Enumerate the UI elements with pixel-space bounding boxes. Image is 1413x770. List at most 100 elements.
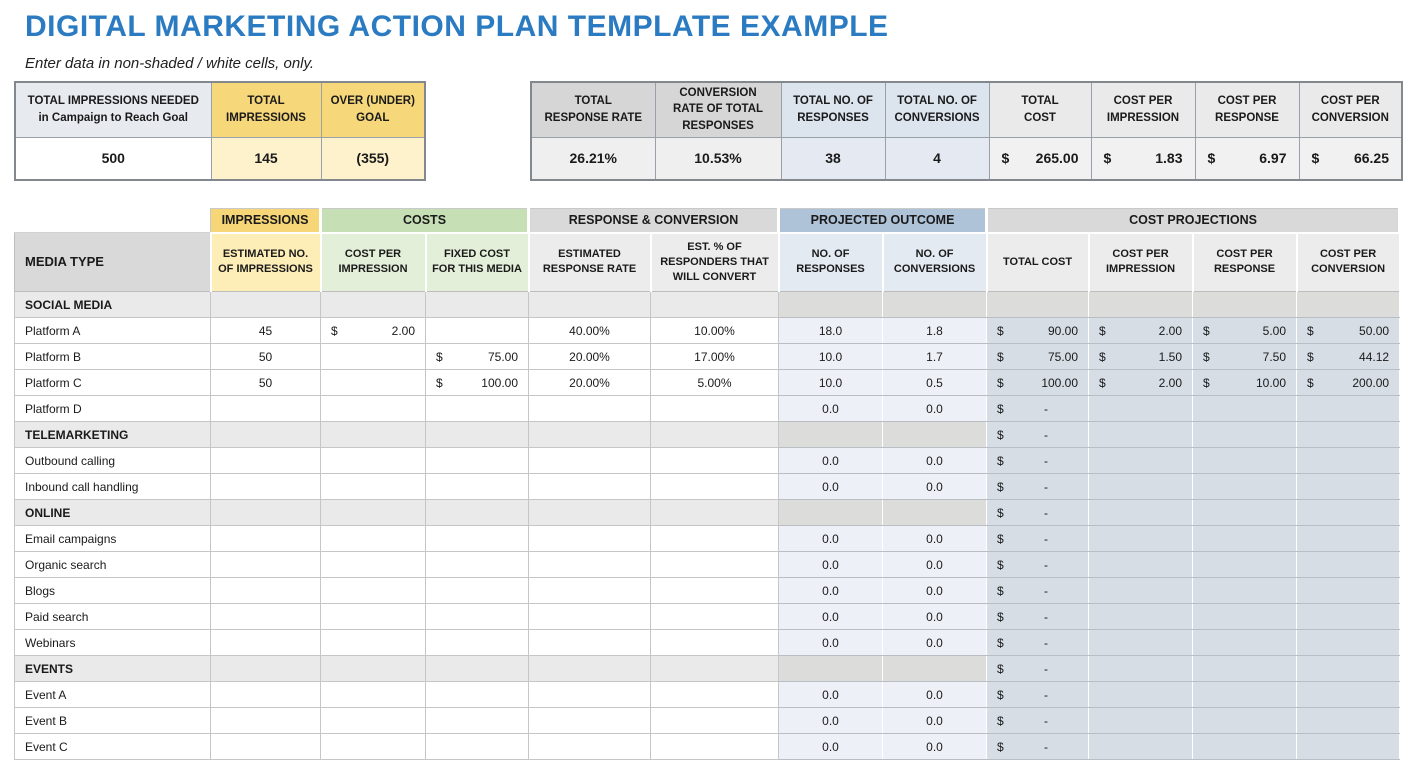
cell-fixed-cost[interactable] — [425, 629, 529, 656]
cell-est-convert-pct — [649, 291, 780, 318]
cell-est-convert-pct[interactable]: 5.00% — [649, 369, 780, 396]
cell-fixed-cost[interactable] — [425, 395, 529, 422]
cell-est-convert-pct[interactable] — [649, 681, 780, 708]
media-row: Paid search 0.0 0.0 $ - — [14, 603, 1401, 630]
cell-cost-per-impression[interactable] — [320, 733, 426, 760]
cell-est-convert-pct[interactable] — [649, 551, 780, 578]
cell-est-impressions[interactable] — [210, 629, 321, 656]
media-label[interactable]: Paid search — [14, 603, 211, 630]
media-label[interactable]: Outbound calling — [14, 447, 211, 474]
cell-est-response-rate[interactable]: 40.00% — [528, 317, 651, 344]
cell-fixed-cost[interactable] — [425, 473, 529, 500]
currency-symbol: $ — [997, 661, 1004, 676]
cell-proj-cost-per-conversion — [1296, 525, 1401, 552]
cell-est-impressions[interactable] — [210, 551, 321, 578]
cell-cost-per-impression[interactable] — [320, 603, 426, 630]
cell-est-impressions[interactable] — [210, 603, 321, 630]
cell-est-response-rate[interactable]: 20.00% — [528, 343, 651, 370]
column-header-cost-per-impression: COST PER IMPRESSION — [320, 232, 427, 292]
currency-symbol: $ — [1099, 375, 1106, 390]
cell-cost-per-impression[interactable] — [320, 551, 426, 578]
cell-est-impressions[interactable] — [210, 447, 321, 474]
cell-est-response-rate[interactable] — [528, 681, 651, 708]
results-summary-table: TOTAL RESPONSE RATE CONVERSION RATE OF T… — [530, 81, 1403, 181]
media-label[interactable]: Event C — [14, 733, 211, 760]
cell-cost-per-impression[interactable] — [320, 681, 426, 708]
cell-fixed-cost[interactable] — [425, 603, 529, 630]
cell-est-response-rate[interactable] — [528, 577, 651, 604]
cell-est-impressions[interactable]: 50 — [210, 343, 321, 370]
cell-est-response-rate[interactable] — [528, 525, 651, 552]
cell-fixed-cost[interactable]: $75.00 — [425, 343, 529, 370]
cell-cost-per-impression[interactable] — [320, 447, 426, 474]
cell-est-impressions[interactable] — [210, 681, 321, 708]
cell-est-convert-pct[interactable] — [649, 629, 780, 656]
results-header-cost-per-conversion: COST PER CONVERSION — [1298, 81, 1403, 138]
cell-cost-per-impression[interactable] — [320, 525, 426, 552]
cell-cost-per-impression[interactable] — [320, 629, 426, 656]
cell-est-convert-pct[interactable] — [649, 447, 780, 474]
results-header-conversion-rate: CONVERSION RATE OF TOTAL RESPONSES — [654, 81, 782, 138]
cell-fixed-cost[interactable] — [425, 733, 529, 760]
cell-est-impressions[interactable] — [210, 707, 321, 734]
cell-cost-per-impression[interactable] — [320, 577, 426, 604]
cell-est-response-rate[interactable] — [528, 629, 651, 656]
media-label[interactable]: Inbound call handling — [14, 473, 211, 500]
cell-est-response-rate[interactable] — [528, 733, 651, 760]
cell-cost-per-impression[interactable] — [320, 473, 426, 500]
cell-est-response-rate[interactable] — [528, 395, 651, 422]
cell-fixed-cost[interactable] — [425, 707, 529, 734]
cell-est-response-rate[interactable]: 20.00% — [528, 369, 651, 396]
cell-proj-cost-per-impression — [1088, 447, 1194, 474]
cell-est-convert-pct[interactable] — [649, 577, 780, 604]
cell-total-cost: $ - — [986, 473, 1090, 500]
media-label[interactable]: Email campaigns — [14, 525, 211, 552]
cell-fixed-cost[interactable] — [425, 577, 529, 604]
cell-fixed-cost[interactable]: $100.00 — [425, 369, 529, 396]
media-label[interactable]: Platform C — [14, 369, 211, 396]
cell-est-convert-pct[interactable] — [649, 733, 780, 760]
cell-est-convert-pct[interactable] — [649, 473, 780, 500]
cell-est-impressions[interactable]: 45 — [210, 317, 321, 344]
cell-est-convert-pct[interactable] — [649, 707, 780, 734]
cell-est-response-rate[interactable] — [528, 707, 651, 734]
cell-fixed-cost[interactable] — [425, 317, 529, 344]
cell-fixed-cost[interactable] — [425, 551, 529, 578]
cell-est-convert-pct[interactable] — [649, 603, 780, 630]
cell-cost-per-impression[interactable] — [320, 343, 426, 370]
cell-est-convert-pct[interactable] — [649, 395, 780, 422]
goal-value-impressions-needed[interactable]: 500 — [14, 136, 212, 181]
media-label[interactable]: Webinars — [14, 629, 211, 656]
media-label[interactable]: Organic search — [14, 551, 211, 578]
media-label[interactable]: Event A — [14, 681, 211, 708]
cell-est-impressions[interactable] — [210, 473, 321, 500]
cell-cost-per-impression[interactable] — [320, 369, 426, 396]
media-label[interactable]: Platform D — [14, 395, 211, 422]
cell-est-impressions[interactable] — [210, 525, 321, 552]
cell-est-impressions[interactable] — [210, 395, 321, 422]
cell-fixed-cost[interactable] — [425, 525, 529, 552]
cell-fixed-cost[interactable] — [425, 681, 529, 708]
cell-cost-per-impression[interactable]: $2.00 — [320, 317, 426, 344]
cell-est-response-rate[interactable] — [528, 473, 651, 500]
media-label[interactable]: Platform A — [14, 317, 211, 344]
media-label[interactable]: Blogs — [14, 577, 211, 604]
cell-est-response-rate[interactable] — [528, 551, 651, 578]
currency-symbol: $ — [997, 531, 1004, 546]
media-label[interactable]: Platform B — [14, 343, 211, 370]
cell-est-convert-pct[interactable]: 17.00% — [649, 343, 780, 370]
cell-cost-per-impression[interactable] — [320, 395, 426, 422]
cell-est-response-rate[interactable] — [528, 603, 651, 630]
cell-est-response-rate — [528, 421, 651, 448]
cell-est-impressions[interactable] — [210, 577, 321, 604]
cell-est-convert-pct[interactable]: 10.00% — [649, 317, 780, 344]
cell-est-convert-pct[interactable] — [649, 525, 780, 552]
cell-est-impressions[interactable] — [210, 733, 321, 760]
cell-fixed-cost[interactable] — [425, 447, 529, 474]
media-label[interactable]: Event B — [14, 707, 211, 734]
cell-fixed-cost — [425, 499, 529, 526]
cell-est-impressions[interactable]: 50 — [210, 369, 321, 396]
cell-cost-per-impression[interactable] — [320, 707, 426, 734]
cell-est-response-rate[interactable] — [528, 447, 651, 474]
cell-total-cost: $ - — [986, 681, 1090, 708]
